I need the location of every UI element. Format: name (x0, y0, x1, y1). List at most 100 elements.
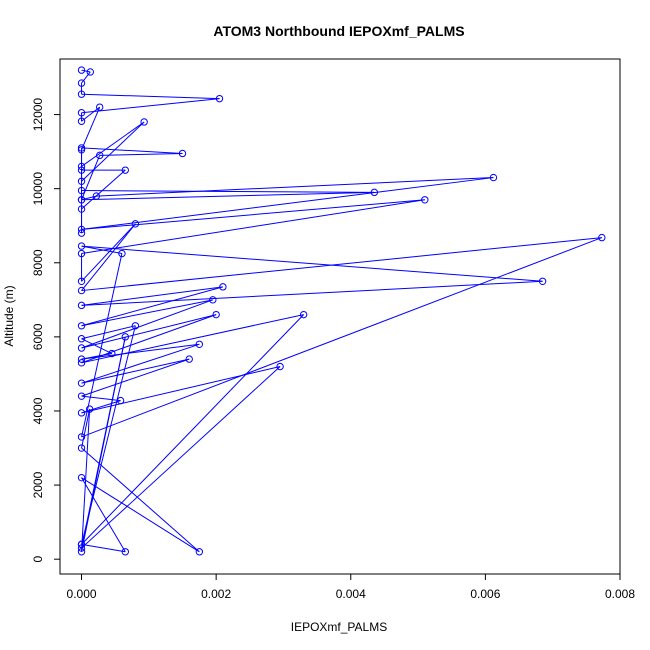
series-segment (81, 366, 281, 414)
series-segment (81, 338, 113, 354)
data-point (77, 344, 86, 352)
data-point (77, 540, 86, 549)
data-point (96, 103, 104, 111)
x-axis-label: IEPOXmf_PALMS (291, 620, 387, 634)
data-point (185, 355, 193, 363)
y-tick-label: 12000 (31, 98, 45, 132)
data-point (121, 333, 129, 341)
data-point (77, 379, 86, 387)
series-segment (81, 69, 91, 73)
series-segment (81, 245, 543, 282)
series-segment (81, 395, 121, 402)
data-point (178, 149, 187, 158)
data-point (77, 79, 86, 87)
data-point (219, 283, 227, 291)
data-point (77, 66, 86, 74)
data-point (77, 355, 86, 363)
series-segment (81, 447, 200, 553)
data-point (77, 196, 86, 204)
data-point (77, 322, 86, 330)
series-segment (81, 237, 602, 292)
data-point (121, 548, 129, 556)
series-segment (81, 336, 126, 552)
data-point (118, 249, 126, 258)
data-point (77, 225, 86, 234)
series-segment (81, 106, 101, 150)
series-segment (81, 237, 603, 438)
series-points (77, 66, 606, 556)
chart-title: ATOM3 Northbound IEPOXmf_PALMS (213, 23, 464, 39)
data-point (77, 433, 86, 441)
series-segment (81, 190, 375, 193)
series-segment (81, 253, 123, 438)
data-point (77, 186, 86, 195)
series-segment (81, 477, 200, 553)
y-tick-label: 4000 (31, 397, 45, 424)
plot-frame (59, 58, 621, 575)
data-point (77, 109, 86, 117)
series-segment (81, 245, 123, 255)
series-segment (81, 366, 281, 549)
data-point (96, 151, 104, 160)
data-point (77, 242, 86, 250)
x-tick-label: 0.008 (605, 587, 635, 601)
data-point (77, 359, 86, 367)
data-point (77, 544, 86, 552)
series-segment (99, 152, 183, 156)
data-point (77, 166, 86, 174)
series-segment (81, 400, 121, 414)
data-point (85, 405, 94, 413)
data-point (77, 90, 86, 98)
data-point (116, 396, 125, 405)
series-segment (81, 71, 91, 84)
x-axis: 0.000 0.002 0.004 0.006 0.008 (67, 574, 635, 601)
data-point (77, 335, 86, 343)
series-segment (81, 314, 305, 545)
data-point (212, 310, 220, 319)
series-segment (81, 169, 126, 210)
series-segment (81, 358, 190, 384)
data-point (77, 286, 86, 295)
data-point (131, 322, 140, 330)
data-point (77, 392, 86, 400)
data-point (77, 409, 86, 417)
data-point (77, 473, 86, 482)
series-segment (81, 147, 183, 154)
data-point (195, 548, 204, 556)
data-point (489, 173, 498, 182)
y-tick-label: 2000 (31, 471, 45, 498)
x-tick-label: 0.000 (67, 587, 97, 601)
series-segment (81, 199, 425, 230)
series-segment (81, 299, 213, 349)
series-segment (81, 286, 224, 327)
series-segment (81, 343, 200, 360)
data-point (131, 220, 140, 228)
series-segment (81, 121, 145, 167)
data-point (77, 162, 86, 171)
data-point (108, 349, 116, 358)
data-point (77, 229, 86, 237)
series-segment (81, 477, 126, 553)
data-point (195, 340, 204, 348)
data-point (77, 548, 86, 556)
series-segment (81, 286, 223, 306)
data-point (370, 188, 379, 197)
series-segment (81, 177, 494, 230)
data-point (77, 301, 86, 310)
x-tick-label: 0.006 (470, 587, 500, 601)
data-point (77, 277, 86, 286)
data-point (209, 296, 217, 304)
series-segment (81, 299, 213, 327)
data-point (538, 277, 547, 286)
data-point (77, 144, 86, 152)
series-lines (81, 69, 603, 553)
data-point (92, 192, 101, 200)
y-axis: 0 2000 4000 6000 8000 10000 12000 (31, 98, 60, 563)
x-tick-label: 0.002 (201, 587, 231, 601)
data-point (77, 117, 86, 125)
series-segment (81, 98, 220, 114)
data-point (77, 444, 86, 452)
data-point (77, 205, 86, 213)
series-segment (81, 343, 200, 384)
